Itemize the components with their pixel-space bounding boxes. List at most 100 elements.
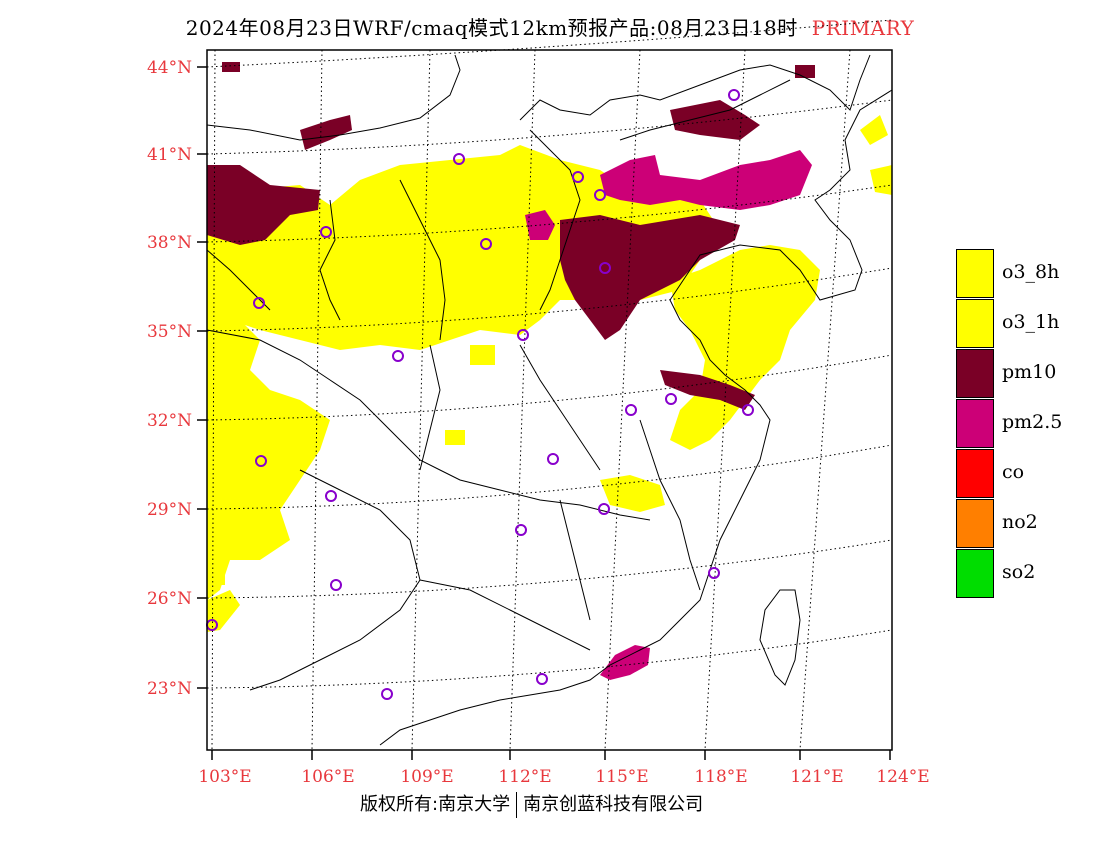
map-title: 2024年08月23日WRF/cmaq模式12km预报产品:08月23日18时 P… [0, 12, 1100, 41]
lat-label: 41°N [147, 145, 192, 165]
lat-label: 29°N [147, 500, 192, 520]
legend: o3_8h o3_1h pm10 pm2.5 co no2 so2 [956, 249, 1096, 599]
legend-swatch [956, 249, 994, 298]
o3-region-mid2 [470, 345, 495, 365]
station-marker [392, 350, 404, 362]
legend-label: pm2.5 [1002, 411, 1063, 433]
lon-label: 124°E [876, 767, 929, 787]
lat-label: 44°N [147, 58, 192, 78]
pm10-region-ne3 [795, 65, 815, 78]
legend-item-o3-8h: o3_8h [956, 249, 1096, 299]
lon-label: 115°E [595, 767, 648, 787]
pm10-region-ne2 [670, 100, 760, 140]
parallel-44 [206, 19, 893, 68]
pm10-region-west [207, 165, 320, 245]
northern-border [206, 54, 871, 141]
legend-item-no2: no2 [956, 499, 1096, 549]
o3-region-sw [207, 565, 225, 585]
pm10-region-central [560, 215, 740, 340]
lat-label: 23°N [147, 679, 192, 699]
station-marker [742, 404, 754, 416]
lat-label: 26°N [147, 589, 192, 609]
o3-region-ne [860, 115, 888, 145]
lon-label: 109°E [400, 767, 453, 787]
lat-label: 35°N [147, 322, 192, 342]
legend-label: pm10 [1002, 361, 1057, 383]
parallel-23 [206, 629, 893, 689]
graticule [206, 19, 893, 751]
station-marker [625, 404, 637, 416]
station-marker [515, 524, 527, 536]
o3-region-east [670, 245, 820, 450]
legend-swatch [956, 349, 994, 398]
legend-swatch [956, 549, 994, 598]
copyright-left: 版权所有:南京大学 [360, 794, 511, 815]
station-marker [598, 503, 610, 515]
legend-swatch [956, 299, 994, 348]
parallel-38 [206, 184, 893, 243]
legend-item-o3-1h: o3_1h [956, 299, 1096, 349]
parallel-35 [206, 267, 893, 332]
legend-item-pm10: pm10 [956, 349, 1096, 399]
legend-swatch [956, 399, 994, 448]
pm10-region-east [660, 370, 755, 410]
o3-region-mid [445, 430, 465, 445]
lon-label: 118°E [694, 767, 747, 787]
legend-label: o3_8h [1002, 261, 1060, 283]
coastline [379, 89, 893, 746]
pm25-region-south [600, 645, 650, 680]
station-marker [381, 688, 393, 700]
province-borders [206, 79, 791, 691]
legend-label: o3_1h [1002, 311, 1060, 333]
station-marker [255, 455, 267, 467]
title-tag: PRIMARY [811, 16, 915, 40]
pm25-region-north [600, 150, 812, 210]
o3-region-west [207, 300, 330, 600]
title-main: 2024年08月23日WRF/cmaq模式12km预报产品:08月23日18时 [185, 16, 798, 40]
station-marker [330, 579, 342, 591]
parallel-26 [206, 539, 893, 599]
map-frame [206, 49, 893, 751]
parallel-32 [206, 354, 893, 421]
station-marker [325, 490, 337, 502]
station-marker [480, 238, 492, 250]
tick-marks [197, 66, 891, 760]
station-marker [728, 89, 740, 101]
legend-label: co [1002, 461, 1025, 483]
station-marker [665, 393, 677, 405]
lon-label: 103°E [198, 767, 251, 787]
lon-label: 112°E [498, 767, 551, 787]
lon-label: 121°E [790, 767, 843, 787]
parallel-29 [206, 444, 893, 510]
parallel-41 [206, 99, 893, 155]
legend-item-pm25: pm2.5 [956, 399, 1096, 449]
station-marker [453, 153, 465, 165]
station-marker [599, 262, 611, 274]
copyright-right: 南京创蓝科技有限公司 [523, 794, 704, 815]
lon-label: 106°E [301, 767, 354, 787]
footer-divider [516, 792, 518, 818]
lat-label: 38°N [147, 233, 192, 253]
copyright-footer: 版权所有:南京大学 南京创蓝科技有限公司 [360, 790, 703, 818]
station-marker [517, 329, 529, 341]
legend-item-co: co [956, 449, 1096, 499]
station-marker [320, 226, 332, 238]
boundaries [206, 54, 893, 746]
station-marker [253, 297, 265, 309]
station-marker [708, 567, 720, 579]
station-marker [594, 189, 606, 201]
legend-label: no2 [1002, 511, 1038, 533]
taiwan [759, 589, 801, 686]
pollutant-layer [207, 62, 892, 680]
legend-swatch [956, 499, 994, 548]
lat-labels: 44°N 41°N 38°N 35°N 32°N 29°N 26°N 23°N [147, 58, 192, 699]
legend-swatch [956, 449, 994, 498]
pm10-region-north [300, 115, 352, 150]
legend-item-so2: so2 [956, 549, 1096, 599]
station-marker [536, 673, 548, 685]
station-marker [547, 453, 559, 465]
station-marker [572, 171, 584, 183]
lat-label: 32°N [147, 411, 192, 431]
legend-label: so2 [1002, 561, 1036, 583]
